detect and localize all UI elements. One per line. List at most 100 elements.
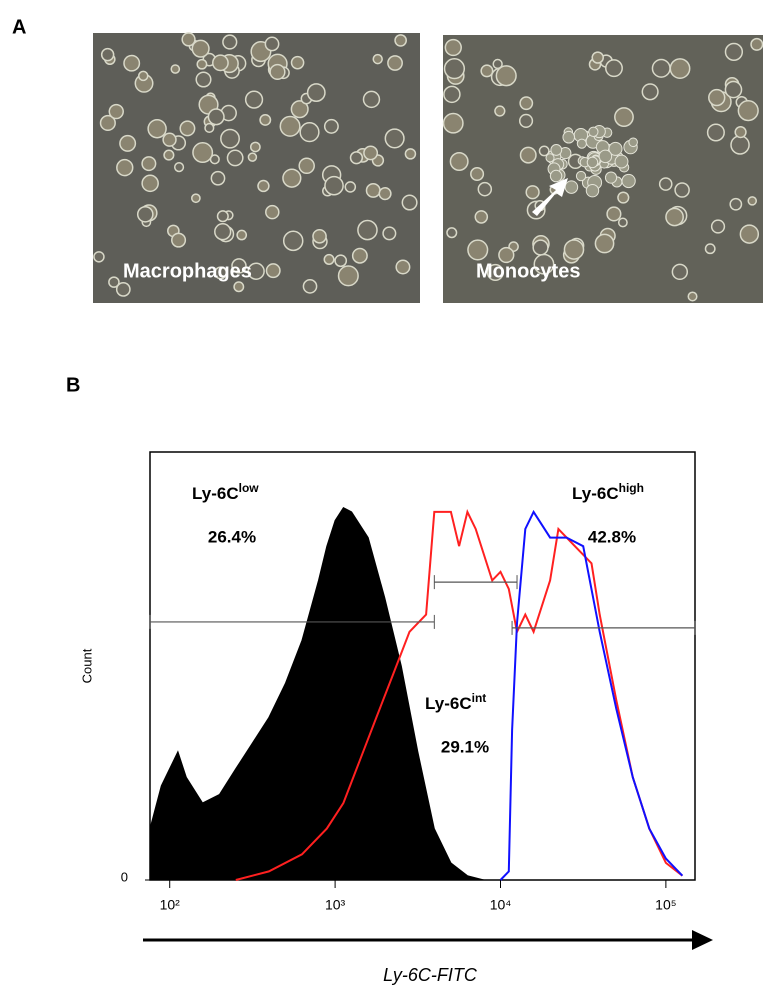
cell bbox=[93, 251, 105, 263]
cell bbox=[141, 174, 159, 193]
cell bbox=[269, 63, 286, 81]
cell bbox=[108, 276, 120, 288]
cell bbox=[710, 219, 726, 234]
cell bbox=[136, 205, 154, 223]
cell bbox=[498, 246, 515, 264]
cell bbox=[614, 107, 634, 127]
cell bbox=[207, 108, 225, 126]
cell bbox=[444, 38, 462, 57]
cell bbox=[123, 54, 141, 72]
cell bbox=[357, 219, 378, 241]
cell bbox=[191, 193, 201, 204]
cell bbox=[337, 265, 359, 287]
cell bbox=[608, 141, 623, 156]
cell bbox=[671, 263, 689, 281]
cell bbox=[173, 162, 185, 173]
cell bbox=[401, 194, 418, 211]
cell bbox=[598, 149, 613, 164]
cell bbox=[220, 128, 240, 149]
cell bbox=[449, 152, 469, 172]
cell bbox=[549, 169, 563, 183]
histogram-area bbox=[149, 506, 485, 881]
x-tick-label: 10³ bbox=[325, 897, 346, 913]
cell bbox=[575, 170, 587, 182]
cell bbox=[606, 206, 622, 222]
cell bbox=[467, 239, 489, 261]
cell bbox=[494, 105, 506, 117]
cell bbox=[259, 113, 272, 126]
x-tick-label: 10⁴ bbox=[490, 897, 512, 913]
histogram-line bbox=[235, 508, 684, 881]
cell bbox=[495, 65, 517, 87]
cell bbox=[324, 175, 344, 196]
gate-label: Ly-6Clow bbox=[192, 481, 259, 503]
cell bbox=[532, 239, 549, 256]
cell bbox=[669, 58, 691, 79]
cell bbox=[163, 149, 175, 161]
cell bbox=[550, 144, 563, 156]
cell bbox=[249, 141, 261, 153]
gate-label: Ly-6Chigh bbox=[572, 481, 644, 503]
axis-arrow-head bbox=[692, 930, 713, 950]
cell bbox=[214, 223, 232, 241]
cell bbox=[382, 226, 397, 241]
cell bbox=[594, 233, 615, 254]
cell bbox=[651, 58, 671, 78]
cell bbox=[247, 152, 258, 162]
cell bbox=[729, 197, 743, 211]
cell bbox=[100, 47, 115, 62]
cell bbox=[181, 32, 196, 47]
cell bbox=[585, 183, 600, 198]
cell bbox=[404, 148, 417, 160]
cell bbox=[365, 182, 381, 198]
cell bbox=[344, 181, 357, 193]
cell bbox=[298, 157, 315, 175]
cell bbox=[236, 229, 248, 241]
cell bbox=[641, 83, 659, 101]
gate-percent: 42.8% bbox=[588, 527, 636, 546]
gate-percent: 26.4% bbox=[208, 527, 256, 546]
cell bbox=[591, 51, 604, 64]
cell bbox=[141, 156, 157, 172]
cell bbox=[614, 154, 629, 169]
cell bbox=[226, 149, 244, 167]
cell bbox=[363, 145, 379, 161]
cell bbox=[299, 122, 320, 143]
cell bbox=[290, 55, 305, 70]
cell bbox=[99, 114, 116, 132]
cell bbox=[665, 207, 684, 227]
cell bbox=[739, 224, 760, 244]
cell bbox=[605, 59, 623, 78]
cell bbox=[244, 90, 264, 109]
gate-label-sup: int bbox=[472, 691, 487, 705]
cell bbox=[209, 154, 220, 165]
cell bbox=[290, 100, 309, 119]
cell bbox=[563, 239, 585, 260]
cell bbox=[323, 253, 335, 265]
arrow bbox=[532, 178, 568, 216]
gate-label-text: Ly-6C bbox=[425, 694, 472, 713]
gate-label-text: Ly-6C bbox=[192, 484, 239, 503]
cell bbox=[628, 137, 638, 148]
cell bbox=[604, 171, 618, 184]
cell bbox=[674, 182, 690, 198]
cell bbox=[617, 217, 628, 228]
cell bbox=[196, 58, 208, 70]
cell bbox=[586, 156, 599, 169]
cell bbox=[115, 281, 131, 297]
cell bbox=[588, 126, 599, 137]
panel-letter: B bbox=[66, 374, 80, 396]
histogram-line bbox=[499, 509, 684, 881]
gate-label: Ly-6Cint bbox=[425, 691, 486, 713]
cell bbox=[446, 227, 458, 239]
image-label: Monocytes bbox=[476, 260, 580, 282]
cell bbox=[525, 185, 540, 200]
cell bbox=[279, 115, 301, 137]
x-tick-label: 10⁵ bbox=[655, 897, 676, 913]
cell bbox=[538, 145, 550, 157]
cell bbox=[617, 191, 630, 204]
x-tick-label: 10² bbox=[160, 897, 181, 913]
cell bbox=[116, 158, 134, 177]
gate-percent: 29.1% bbox=[441, 737, 489, 756]
cell bbox=[265, 204, 280, 220]
